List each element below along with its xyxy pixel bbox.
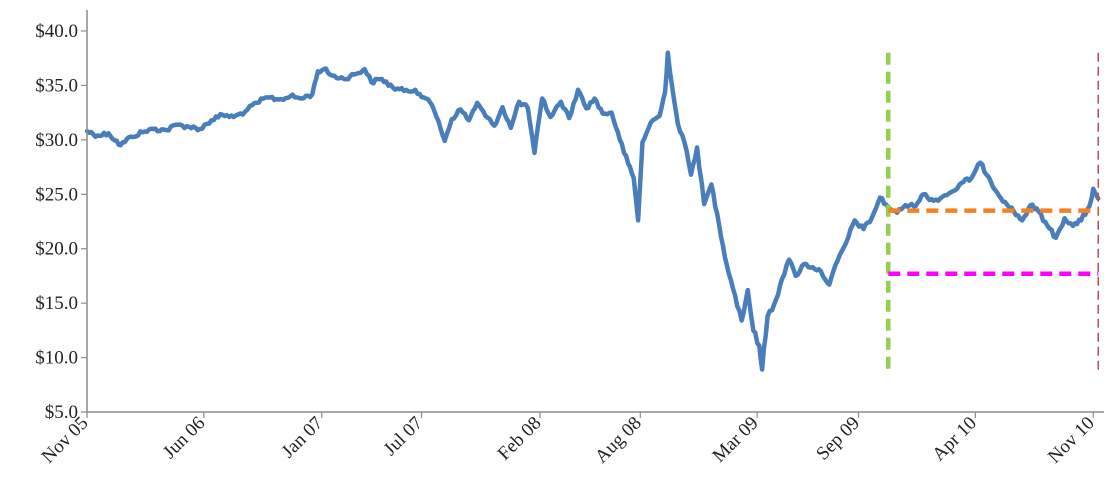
series-line <box>84 50 1101 372</box>
x-tick-label: Nov 10 <box>1044 413 1099 468</box>
x-tick-label: Feb 08 <box>494 413 546 465</box>
y-tick-label: $40.0 <box>35 21 78 42</box>
reference-lines <box>886 52 1099 374</box>
x-ticks: Nov 05 Jun 06 Jan 07 Jul 07 Feb 08 Aug 08 Mar … <box>38 412 1099 467</box>
x-tick-label: Aug 08 <box>591 413 646 468</box>
x-tick-label: Apr 10 <box>928 413 981 466</box>
y-tick-label: $5.0 <box>45 402 78 423</box>
x-tick-label: Sep 09 <box>812 413 864 465</box>
y-tick-label: $15.0 <box>35 293 78 314</box>
x-tick-label: Jan 07 <box>278 413 328 463</box>
series-layer <box>84 50 1101 372</box>
axes <box>86 10 1104 413</box>
x-tick-label: Jul 07 <box>380 413 427 460</box>
y-tick-label: $30.0 <box>35 130 78 151</box>
y-tick-label: $10.0 <box>35 348 78 369</box>
x-tick-label: Jun 06 <box>159 413 209 463</box>
y-tick-label: $20.0 <box>35 239 78 260</box>
x-tick-label: Mar 09 <box>709 413 763 467</box>
y-tick-label: $25.0 <box>35 184 78 205</box>
y-tick-label: $35.0 <box>35 75 78 96</box>
y-ticks: $5.0 $10.0 $15.0 $20.0 $25.0 $30.0 $35.0 $40.0 <box>35 21 87 423</box>
